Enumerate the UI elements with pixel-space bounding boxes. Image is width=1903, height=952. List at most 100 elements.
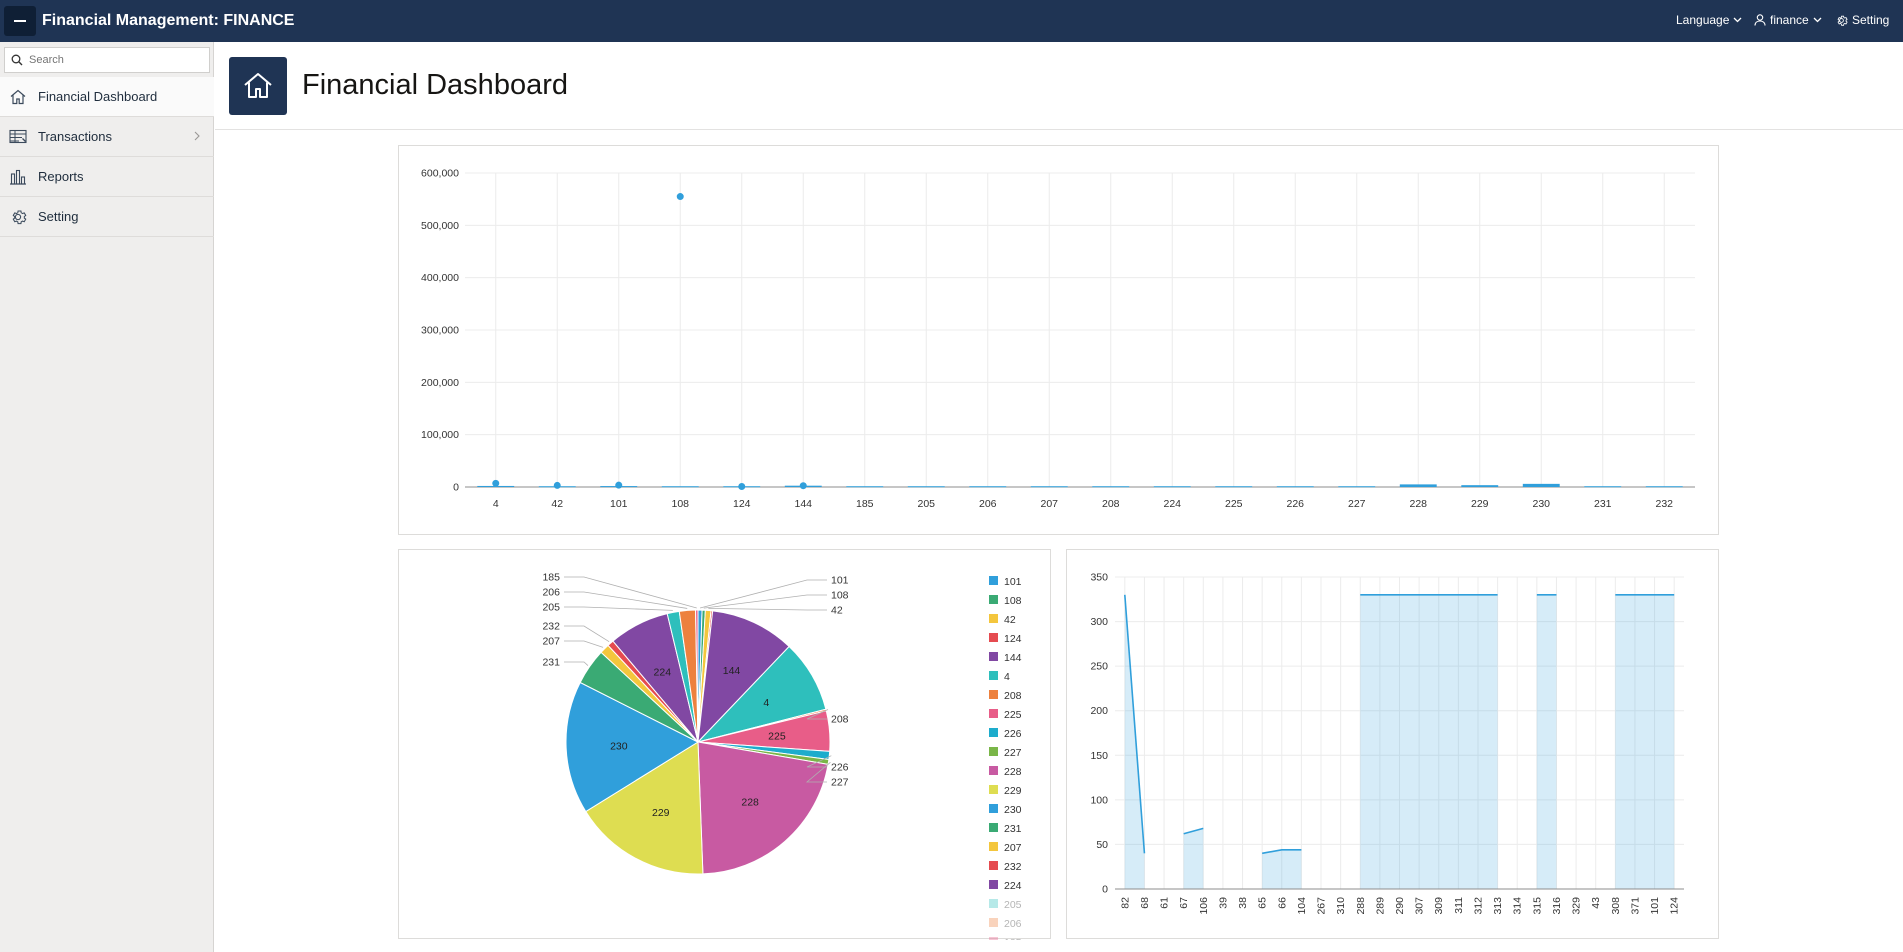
legend-label: 101 — [1004, 576, 1022, 588]
bar — [1645, 486, 1683, 488]
user-menu[interactable]: finance — [1754, 13, 1822, 27]
x-tick-label: 101 — [610, 498, 628, 510]
sidebar-item-setting[interactable]: Setting — [0, 197, 214, 237]
app-title: Financial Management: FINANCE — [42, 12, 295, 29]
legend-swatch — [989, 899, 998, 908]
x-tick-label: 208 — [1102, 498, 1120, 510]
legend-label: 208 — [1004, 690, 1022, 702]
scatter-point — [676, 193, 684, 201]
legend-swatch — [989, 747, 998, 756]
x-tick-label: 329 — [1571, 897, 1583, 915]
chevron-down-icon — [1813, 17, 1822, 23]
y-tick-label: 0 — [453, 482, 459, 494]
legend-swatch — [989, 861, 998, 870]
sidebar-item-label: Financial Dashboard — [38, 89, 158, 104]
x-tick-label: 185 — [856, 498, 874, 510]
x-tick-label: 315 — [1531, 897, 1543, 915]
pie-slice — [697, 741, 829, 875]
x-tick-label: 207 — [1040, 498, 1058, 510]
x-tick-label: 66 — [1276, 897, 1288, 909]
legend-label: 225 — [1004, 709, 1022, 721]
legend-label: 206 — [1004, 918, 1022, 930]
bar — [907, 486, 945, 488]
pie-outside-label: 185 — [542, 572, 560, 584]
pie-slice — [565, 681, 700, 813]
pie-leader-line — [806, 709, 829, 720]
x-tick-label: 312 — [1472, 897, 1484, 915]
legend-label: 226 — [1004, 728, 1022, 740]
sidebar-item-transactions[interactable]: Transactions — [0, 117, 214, 157]
sidebar-item-label: Transactions — [38, 129, 112, 144]
pie-slice-label: 230 — [610, 740, 628, 752]
x-tick-label: 68 — [1139, 897, 1151, 909]
legend-label: 144 — [1004, 652, 1022, 664]
chevron-down-icon — [1733, 17, 1742, 23]
x-tick-label: 313 — [1492, 897, 1504, 915]
x-tick-label: 124 — [733, 498, 751, 510]
legend-label: 207 — [1004, 842, 1022, 854]
bar — [661, 486, 699, 488]
y-tick-label: 300,000 — [421, 325, 459, 337]
x-tick-label: 307 — [1414, 897, 1426, 915]
legend-swatch — [989, 614, 998, 623]
legend-swatch — [989, 918, 998, 927]
legend-label: 42 — [1004, 614, 1016, 626]
x-tick-label: 227 — [1348, 498, 1366, 510]
chevron-right-icon — [194, 131, 200, 141]
legend-label: 230 — [1004, 804, 1022, 816]
pie-outside-label: 42 — [831, 605, 843, 617]
bar — [846, 486, 884, 488]
search-box[interactable] — [4, 47, 210, 73]
x-tick-label: 43 — [1590, 897, 1602, 909]
x-tick-label: 144 — [794, 498, 812, 510]
x-tick-label: 4 — [493, 498, 499, 510]
language-menu[interactable]: Language — [1676, 13, 1742, 27]
sidebar-item-financial-dashboard[interactable]: Financial Dashboard — [0, 77, 214, 117]
legend-swatch — [989, 823, 998, 832]
pie-leader-line — [564, 640, 604, 648]
legend-swatch — [989, 652, 998, 661]
pie-slice — [695, 609, 699, 743]
x-tick-label: 314 — [1512, 897, 1524, 915]
scatter-point — [553, 481, 561, 489]
bar — [1276, 486, 1314, 488]
pie-slice-label: 225 — [768, 730, 786, 742]
bar — [1461, 485, 1499, 487]
y-tick-label: 150 — [1090, 750, 1108, 762]
area-line — [1183, 827, 1204, 835]
page-header: Financial Dashboard — [215, 42, 1903, 130]
x-tick-label: 42 — [551, 498, 563, 510]
page-title: Financial Dashboard — [302, 69, 568, 101]
y-tick-label: 300 — [1090, 616, 1108, 628]
bar — [1092, 486, 1130, 488]
x-tick-label: 205 — [917, 498, 935, 510]
header-setting-link[interactable]: Setting — [1835, 13, 1889, 27]
area-fill — [1615, 594, 1675, 889]
search-icon — [11, 54, 23, 66]
x-tick-label: 289 — [1374, 897, 1386, 915]
y-tick-label: 0 — [1102, 884, 1108, 896]
x-tick-label: 65 — [1257, 897, 1269, 909]
legend-label: 228 — [1004, 766, 1022, 778]
bar — [1399, 484, 1437, 487]
legend-swatch — [989, 728, 998, 737]
legend-swatch — [989, 880, 998, 889]
y-tick-label: 600,000 — [421, 168, 459, 180]
sidebar-item-label: Setting — [38, 209, 79, 224]
y-tick-label: 400,000 — [421, 272, 459, 284]
search-input[interactable] — [29, 54, 199, 66]
y-tick-label: 100,000 — [421, 429, 459, 441]
x-tick-label: 228 — [1409, 498, 1427, 510]
x-tick-label: 231 — [1594, 498, 1612, 510]
pie-leader-line — [805, 761, 831, 783]
gear-icon — [12, 209, 27, 224]
x-tick-label: 124 — [1669, 897, 1681, 915]
x-tick-label: 371 — [1629, 897, 1641, 915]
sidebar-item-reports[interactable]: Reports — [0, 157, 214, 197]
x-tick-label: 267 — [1316, 897, 1328, 915]
y-tick-label: 350 — [1090, 572, 1108, 584]
bar — [969, 486, 1007, 488]
menu-toggle-button[interactable] — [4, 6, 36, 36]
sidebar-item-label: Reports — [38, 169, 84, 184]
area-chart-card: 0 50 100 150 200 250 300 350 82 68 61 67 106 39 38 65 66… — [1066, 549, 1719, 939]
